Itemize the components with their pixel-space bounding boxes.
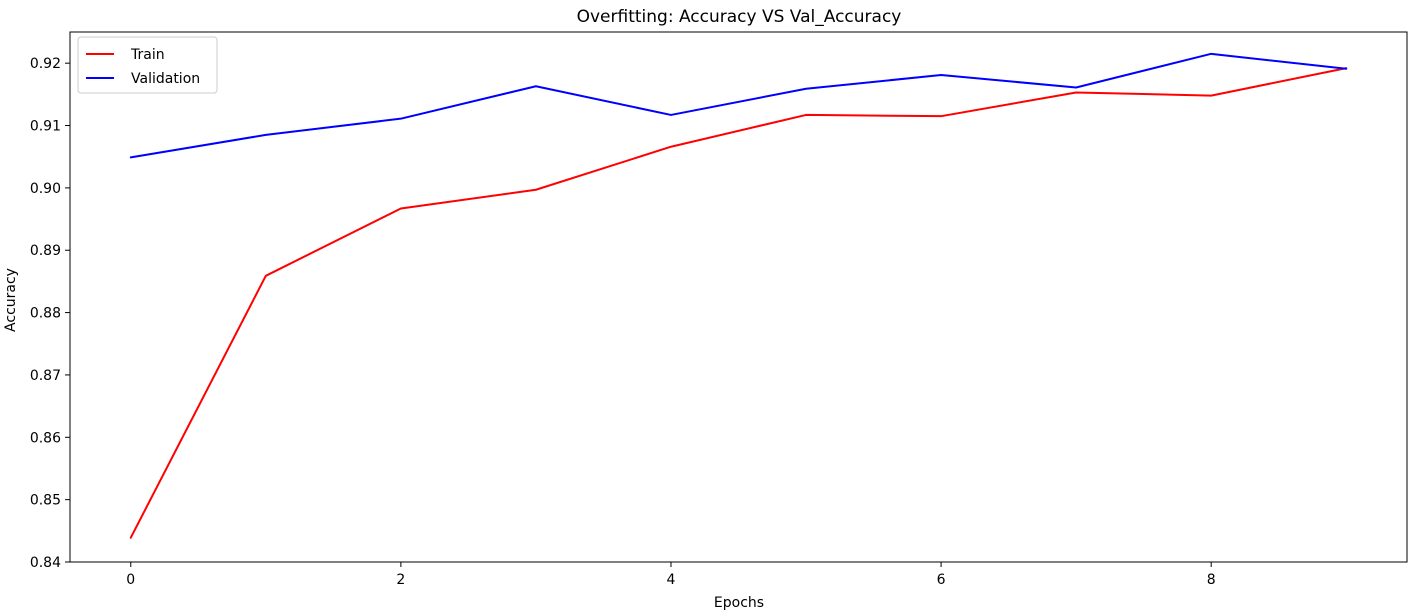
y-axis-label: Accuracy: [3, 268, 19, 332]
y-tick-label: 0.84: [30, 555, 61, 571]
x-axis-label: Epochs: [714, 595, 764, 611]
legend-items: Train Validation: [86, 47, 200, 87]
legend-label: Validation: [131, 71, 200, 87]
x-tick-label: 6: [937, 572, 946, 588]
y-axis-ticks: 0.84 0.85 0.86 0.87 0.88 0.89 0.90 0.91 0.92: [30, 56, 70, 571]
x-tick-label: 8: [1207, 572, 1216, 588]
series-line-validation: [129, 52, 1348, 159]
series-line-train: [129, 67, 1348, 539]
y-tick-label: 0.86: [30, 430, 61, 446]
x-axis-ticks: 0 2 4 6 8: [126, 562, 1216, 588]
x-tick-label: 0: [126, 572, 135, 588]
chart-title: Overfitting: Accuracy VS Val_Accuracy: [577, 7, 902, 27]
y-tick-label: 0.85: [30, 493, 61, 509]
y-tick-label: 0.92: [30, 56, 61, 72]
legend: Train Validation: [77, 36, 218, 94]
y-tick-label: 0.87: [30, 368, 61, 384]
x-tick-label: 4: [667, 572, 676, 588]
legend-label: Train: [130, 47, 165, 63]
x-tick-label: 2: [396, 572, 405, 588]
y-tick-label: 0.89: [30, 243, 61, 259]
y-tick-label: 0.90: [30, 181, 61, 197]
plot-frame: [69, 31, 1408, 563]
y-tick-label: 0.88: [30, 306, 61, 322]
y-tick-label: 0.91: [30, 119, 61, 135]
series-layer: [129, 52, 1348, 539]
plot-area: [69, 31, 1408, 563]
